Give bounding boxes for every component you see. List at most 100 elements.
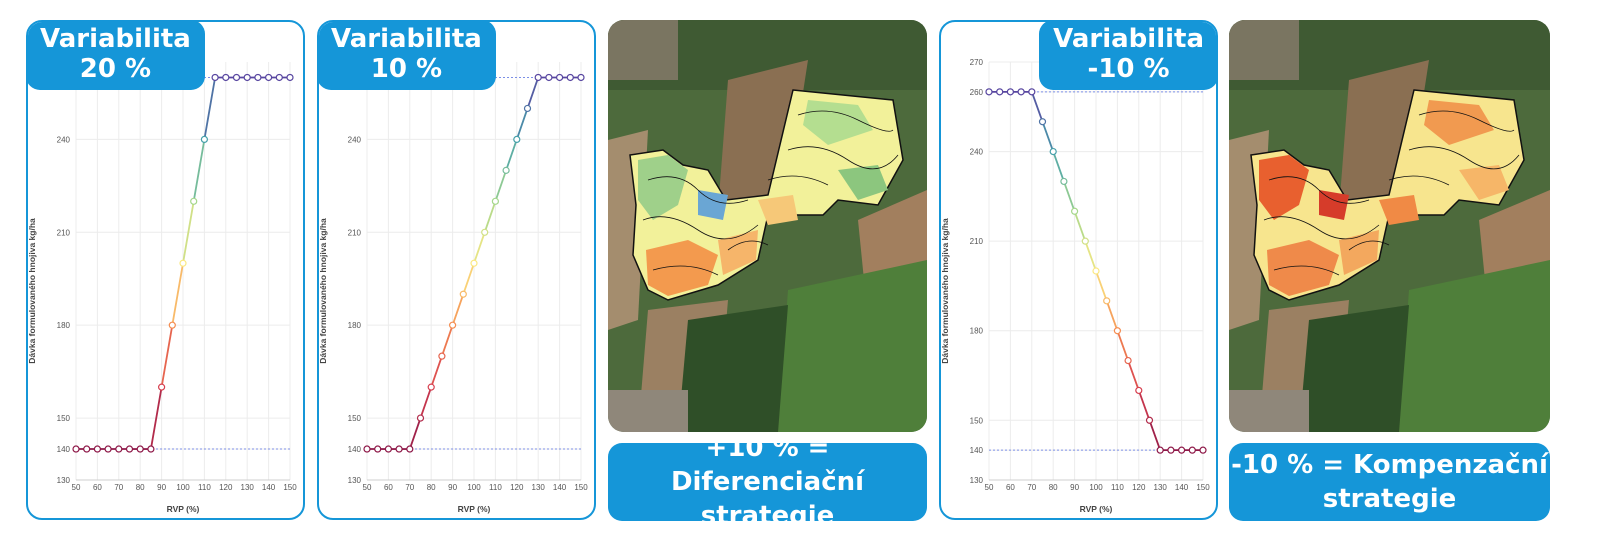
series-line-segment [462, 262, 475, 295]
data-point [222, 73, 230, 82]
data-point [427, 383, 435, 391]
x-tick-label: 130 [241, 483, 255, 492]
data-point [1124, 356, 1132, 365]
data-point [502, 166, 510, 174]
series-line-segment [1127, 360, 1140, 391]
data-point [1028, 88, 1036, 96]
data-point [147, 445, 155, 453]
data-point [254, 73, 262, 82]
data-point [363, 445, 371, 453]
x-tick-label: 70 [405, 483, 414, 492]
x-tick-label: 80 [427, 483, 436, 492]
data-point [115, 445, 123, 453]
data-point [523, 104, 532, 113]
line-chart-variability-minus-10: 130 140 150 180 210 240 260 270 50 60 70 80 90 100 110… [941, 58, 1210, 514]
x-tick-label: 110 [1111, 483, 1124, 492]
line-chart-variability-20: 130 140 150 180 210 240 50 60 70 80 90 100 110 120 130… [28, 62, 297, 514]
data-point [384, 445, 393, 453]
panel-title-line1: Variabilita [1053, 24, 1204, 54]
data-point [1092, 267, 1100, 275]
series-line-segment [1041, 121, 1055, 152]
data-point [556, 73, 564, 82]
series-line-segment [408, 417, 422, 450]
panel-title-line2: 10 % [370, 54, 443, 84]
y-tick-label: 180 [57, 321, 71, 330]
x-tick-label: 100 [1089, 483, 1103, 492]
data-point [168, 321, 176, 329]
data-point [1071, 207, 1079, 215]
data-point [416, 414, 425, 422]
data-point [1135, 386, 1143, 395]
panel-title-line1: Variabilita [331, 24, 482, 54]
field-map-differentiation [608, 20, 927, 432]
series-line-segment [160, 325, 174, 388]
x-tick-label: 110 [198, 483, 211, 492]
series-line-segment [203, 77, 216, 140]
y-tick-label: 130 [970, 476, 984, 485]
panel-title-badge: Variabilita 20 % [28, 22, 205, 90]
data-point [395, 445, 403, 453]
data-point [190, 197, 198, 205]
data-point [1017, 88, 1025, 96]
data-point [470, 259, 478, 267]
x-tick-label: 90 [1070, 483, 1079, 492]
y-tick-label: 150 [348, 414, 362, 423]
data-point [545, 73, 553, 82]
x-tick-label: 60 [384, 483, 393, 492]
data-point [136, 445, 144, 453]
x-tick-label: 80 [1049, 483, 1058, 492]
x-tick-label: 150 [574, 483, 588, 492]
y-tick-label: 210 [57, 228, 71, 237]
data-point [438, 352, 446, 360]
caption-line1: +10 % = Diferenciační [670, 433, 865, 497]
x-tick-label: 90 [157, 483, 166, 492]
panel-title-badge: Variabilita 10 % [319, 22, 496, 90]
y-tick-label: 240 [348, 135, 362, 144]
data-point [286, 73, 294, 82]
series-line-segment [419, 386, 433, 419]
y-tick-label: 150 [970, 416, 984, 425]
x-tick-label: 100 [467, 483, 481, 492]
x-axis-title: RVP (%) [458, 504, 491, 514]
x-tick-label: 60 [1006, 483, 1015, 492]
series-line-segment [494, 170, 507, 202]
series-line-segment [505, 139, 518, 171]
data-point [1178, 446, 1186, 454]
caption-line2: strategie [1322, 484, 1457, 514]
data-point [211, 73, 219, 82]
chart-panel-variability-20: 130 140 150 180 210 240 50 60 70 80 90 100 110 120 130… [26, 20, 305, 520]
series-line-segment [182, 201, 195, 264]
y-tick-label: 180 [348, 321, 362, 330]
series-line-segment [1095, 270, 1108, 302]
x-tick-label: 130 [532, 483, 546, 492]
panel-title-badge: Variabilita -10 % [1039, 22, 1216, 90]
data-point [1145, 416, 1154, 424]
x-tick-label: 140 [553, 483, 567, 492]
data-point [513, 135, 521, 144]
data-point [374, 445, 382, 453]
satellite-field-map-icon [608, 20, 927, 432]
series-line-segment [515, 108, 529, 140]
data-point [1199, 446, 1207, 454]
series-line-segment [1148, 419, 1162, 451]
series-line-segment [1052, 151, 1065, 182]
x-tick-label: 130 [1154, 483, 1168, 492]
data-point [200, 135, 208, 144]
series-line-segment [150, 386, 163, 450]
y-tick-label: 210 [348, 228, 362, 237]
y-tick-label: 140 [57, 445, 71, 454]
panel-title-line2: 20 % [79, 54, 152, 84]
y-axis-title: Dávka formulovaného hnojiva kg/ha [941, 218, 950, 364]
data-point [1006, 88, 1015, 96]
series-line-segment [451, 293, 465, 326]
x-tick-label: 50 [72, 483, 81, 492]
data-point [125, 445, 134, 453]
data-point [243, 73, 251, 82]
series-line-segment [1084, 240, 1097, 272]
data-point [534, 73, 542, 82]
data-point [985, 88, 993, 96]
x-tick-label: 60 [93, 483, 102, 492]
y-tick-label: 130 [348, 476, 362, 485]
data-point [459, 290, 467, 298]
data-point [1113, 327, 1121, 335]
